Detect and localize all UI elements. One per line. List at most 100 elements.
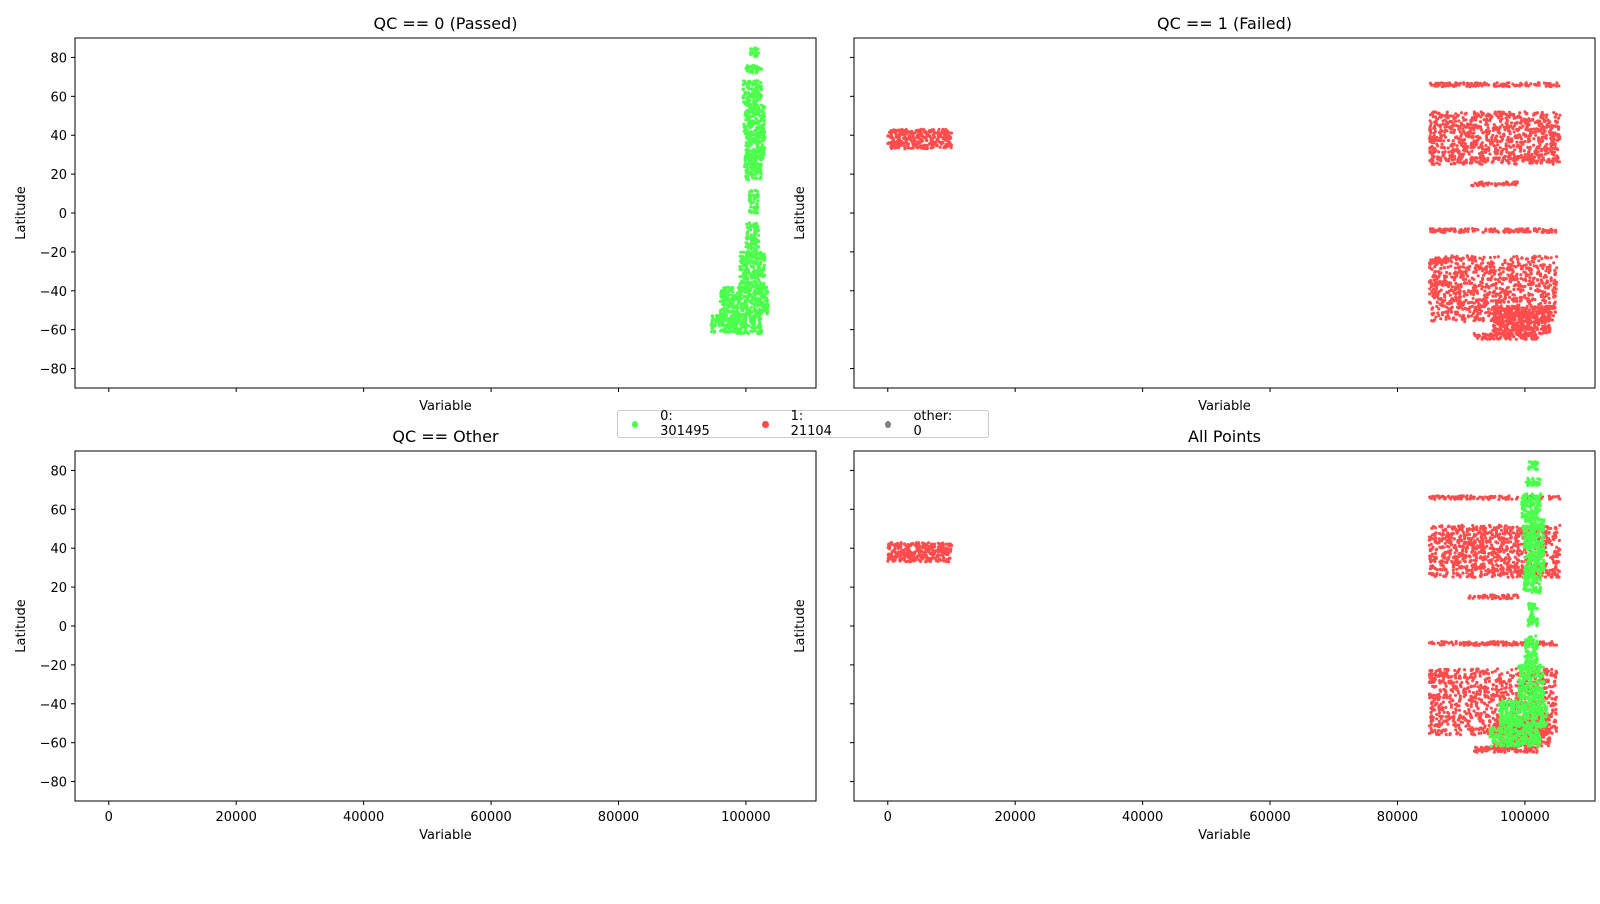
scatter-point-0 [740, 313, 743, 316]
scatter-point-0 [753, 156, 756, 159]
scatter-point-0 [745, 330, 748, 333]
scatter-point-1 [1546, 305, 1549, 308]
scatter-point-0 [744, 316, 747, 319]
y-tick-label: −80 [40, 776, 67, 791]
scatter-point-1 [950, 544, 953, 547]
scatter-point-1 [1450, 260, 1453, 263]
scatter-point-1 [1549, 128, 1552, 131]
scatter-point-1 [944, 135, 947, 138]
scatter-point-1 [1491, 295, 1494, 298]
scatter-point-0 [711, 327, 714, 330]
scatter-point-1 [1516, 332, 1519, 335]
scatter-point-1 [1553, 286, 1556, 289]
scatter-point-1 [1524, 133, 1527, 136]
scatter-point-1 [890, 134, 893, 137]
scatter-point-1 [1466, 293, 1469, 296]
x-axis-label: Variable [419, 399, 472, 414]
scatter-point-0 [740, 258, 743, 261]
scatter-point-0 [747, 118, 750, 121]
scatter-point-1 [1544, 286, 1547, 289]
scatter-point-1 [941, 543, 944, 546]
scatter-point-1 [1503, 332, 1506, 335]
scatter-point-1 [1551, 131, 1554, 134]
scatter-point-0 [757, 106, 760, 109]
scatter-point-1 [937, 549, 940, 552]
scatter-point-1 [1526, 146, 1529, 149]
scatter-point-0 [739, 251, 742, 254]
scatter-point-1 [906, 137, 909, 140]
scatter-point-0 [745, 165, 748, 168]
scatter-point-0 [751, 330, 754, 333]
scatter-point-1 [1553, 151, 1556, 154]
scatter-point-1 [1487, 272, 1490, 275]
scatter-point-1 [1444, 119, 1447, 122]
scatter-point-1 [1538, 227, 1541, 230]
scatter-point-1 [1507, 136, 1510, 139]
scatter-point-1 [1505, 142, 1508, 145]
scatter-point-0 [738, 318, 741, 321]
scatter-point-1 [1481, 319, 1484, 322]
scatter-point-1 [1488, 291, 1491, 294]
scatter-point-1 [938, 543, 941, 546]
scatter-point-1 [1541, 327, 1544, 330]
scatter-point-1 [1548, 264, 1551, 267]
scatter-point-0 [754, 92, 757, 95]
y-axis-label: Latitude [14, 186, 29, 240]
scatter-point-1 [931, 549, 934, 552]
axes-frame [854, 38, 1595, 388]
scatter-point-1 [936, 138, 939, 141]
scatter-point-1 [1491, 138, 1494, 141]
scatter-point-1 [1511, 83, 1514, 86]
scatter-point-0 [753, 137, 756, 140]
scatter-point-0 [746, 230, 749, 233]
scatter-point-1 [1553, 269, 1556, 272]
scatter-point-1 [1502, 156, 1505, 159]
scatter-point-1 [906, 546, 909, 549]
scatter-point-1 [1456, 311, 1459, 314]
scatter-point-1 [1503, 301, 1506, 304]
scatter-point-1 [1536, 271, 1539, 274]
scatter-point-1 [1509, 290, 1512, 293]
scatter-point-1 [1464, 270, 1467, 273]
scatter-point-0 [731, 303, 734, 306]
scatter-point-1 [1460, 283, 1463, 286]
scatter-point-1 [1487, 308, 1490, 311]
scatter-point-1 [949, 137, 952, 140]
scatter-point-1 [1512, 145, 1515, 148]
scatter-point-0 [726, 306, 729, 309]
scatter-point-0 [713, 331, 716, 334]
scatter-point-1 [1549, 284, 1552, 287]
scatter-point-1 [1429, 130, 1432, 133]
scatter-point-1 [1470, 292, 1473, 295]
scatter-point-0 [759, 93, 762, 96]
scatter-point-1 [1476, 289, 1479, 292]
y-tick-label: 0 [59, 207, 67, 222]
scatter-point-1 [1547, 320, 1550, 323]
scatter-point-1 [1438, 228, 1441, 231]
scatter-point-1 [1554, 115, 1557, 118]
scatter-point-1 [1467, 268, 1470, 271]
scatter-point-1 [1502, 111, 1505, 114]
scatter-point-1 [1543, 308, 1546, 311]
scatter-point-0 [762, 282, 765, 285]
scatter-point-1 [933, 543, 936, 546]
scatter-point-1 [1455, 318, 1458, 321]
scatter-point-1 [1535, 147, 1538, 150]
scatter-point-0 [718, 324, 721, 327]
scatter-point-0 [760, 155, 763, 158]
scatter-point-0 [752, 211, 755, 214]
scatter-point-1 [1473, 316, 1476, 319]
scatter-point-0 [758, 257, 761, 260]
scatter-point-0 [721, 330, 724, 333]
y-tick-label: −40 [40, 285, 67, 300]
scatter-point-0 [757, 113, 760, 116]
scatter-point-1 [888, 141, 891, 144]
scatter-point-1 [1460, 158, 1463, 161]
scatter-point-1 [1438, 163, 1441, 166]
scatter-point-1 [1543, 82, 1546, 85]
scatter-point-1 [944, 139, 947, 142]
scatter-point-1 [1531, 280, 1534, 283]
scatter-point-1 [1443, 293, 1446, 296]
scatter-point-1 [1467, 301, 1470, 304]
